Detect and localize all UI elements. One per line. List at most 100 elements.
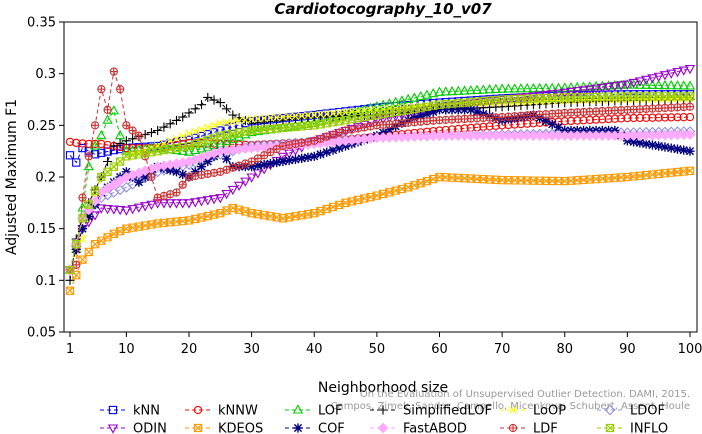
data-point-cof — [428, 107, 438, 117]
data-point-cof — [77, 224, 88, 234]
data-point-knnw — [642, 113, 651, 122]
data-point-kdeos — [78, 255, 87, 264]
legend-item-inflo: INFLO — [597, 422, 668, 434]
data-point-odin — [114, 206, 126, 216]
data-point-lof — [83, 160, 94, 171]
data-point-lof — [534, 82, 545, 93]
data-point-inflo — [78, 214, 87, 223]
y-tick-label: 0.1 — [35, 274, 56, 289]
data-point-odin — [384, 113, 395, 124]
data-point-odin — [102, 204, 113, 215]
data-point-knn — [97, 148, 106, 158]
legend-item-cof: COF — [285, 422, 345, 434]
data-point-odin — [165, 199, 176, 209]
legend-marker — [107, 424, 119, 434]
data-point-loop — [197, 125, 206, 134]
data-point-lof — [609, 79, 620, 90]
data-point-simplifiedlof — [196, 100, 207, 110]
chart-title: Cardiotocography_10_v07 — [274, 0, 492, 18]
data-point-odin — [659, 71, 671, 81]
data-point-cof — [679, 145, 689, 155]
data-point-simplifiedlof — [102, 156, 113, 167]
data-point-loop — [178, 132, 187, 141]
data-point-knnw — [660, 113, 670, 122]
data-point-odin — [496, 95, 508, 106]
x-tick-label: 90 — [619, 342, 636, 357]
data-point-cof — [685, 146, 695, 156]
data-point-odin — [190, 198, 201, 208]
data-point-odin — [183, 199, 195, 209]
data-point-loop — [322, 109, 331, 118]
data-point-lof — [377, 99, 389, 109]
data-point-simplifiedlof — [128, 134, 138, 144]
data-point-lof — [666, 80, 677, 90]
data-point-knnw — [604, 114, 613, 124]
data-point-lof — [496, 83, 508, 93]
legend-label: LoOP — [533, 404, 566, 419]
data-point-odin — [490, 96, 501, 106]
data-point-odin — [377, 115, 389, 125]
x-tick-label: 80 — [556, 342, 573, 357]
data-point-lof — [465, 84, 476, 95]
legend-label: LDOF — [630, 404, 665, 419]
data-point-odin — [121, 206, 132, 216]
data-point-cof — [660, 142, 670, 152]
data-point-odin — [127, 205, 138, 215]
data-point-lof — [528, 82, 539, 93]
y-tick-label: 0.35 — [27, 16, 56, 31]
data-point-simplifiedlof — [228, 110, 238, 120]
data-point-simplifiedlof — [178, 112, 188, 122]
y-tick-label: 0.3 — [35, 67, 56, 82]
data-point-lof — [547, 82, 558, 92]
data-point-lof — [490, 83, 501, 94]
data-point-cof — [384, 124, 394, 135]
series-inflo — [65, 92, 695, 275]
data-point-ldf — [153, 193, 162, 202]
data-point-simplifiedlof — [65, 275, 75, 285]
data-point-cof — [647, 140, 658, 150]
data-point-lof — [246, 126, 257, 137]
legend-item-lof: LOF — [285, 404, 343, 419]
legend-marker — [508, 423, 518, 433]
legend-label: LOF — [318, 404, 343, 419]
data-point-knnw — [78, 139, 87, 148]
x-tick-label: 70 — [494, 342, 511, 357]
data-point-lof — [641, 79, 652, 89]
x-tick-label: 1 — [66, 342, 74, 357]
data-point-cof — [666, 143, 676, 153]
data-point-lof — [121, 145, 132, 155]
data-point-ldf — [166, 190, 175, 199]
data-point-cof — [203, 156, 213, 167]
x-tick-label: 10 — [118, 342, 135, 357]
x-tick-label: 30 — [243, 342, 260, 357]
x-tick-label: 100 — [678, 342, 702, 357]
data-point-loop — [291, 112, 300, 121]
data-point-ldf — [109, 67, 118, 76]
legend-marker — [108, 405, 118, 415]
data-point-loop — [203, 123, 212, 132]
data-point-cof — [315, 149, 326, 159]
data-point-lof — [421, 89, 433, 99]
legend-label: ODIN — [133, 422, 167, 434]
data-point-knnw — [566, 116, 576, 126]
data-point-lof — [409, 92, 420, 102]
axes: 1 10 20 30 40 50 60 70 80 90 100 0.05 0.1 0.15 0.2 0.25… — [27, 16, 702, 358]
data-point-knnw — [654, 113, 663, 122]
data-point-loop — [266, 113, 275, 122]
data-point-odin — [634, 77, 646, 87]
legend-label: SimplifiedLOF — [403, 404, 492, 419]
data-point-lof — [672, 80, 683, 90]
data-point-loop — [341, 108, 350, 117]
data-point-ldf — [128, 126, 137, 135]
x-axis-title: Neighborhood size — [318, 380, 448, 396]
data-point-odin — [565, 87, 577, 98]
data-point-lof — [89, 140, 101, 150]
data-point-loop — [329, 109, 338, 118]
data-point-ldf — [122, 121, 131, 130]
data-point-simplifiedlof — [115, 138, 125, 149]
data-point-odin — [666, 69, 677, 79]
data-point-lof — [428, 87, 439, 98]
data-point-simplifiedlof — [184, 108, 194, 118]
data-point-knnw — [635, 113, 645, 123]
data-point-simplifiedlof — [190, 104, 200, 114]
